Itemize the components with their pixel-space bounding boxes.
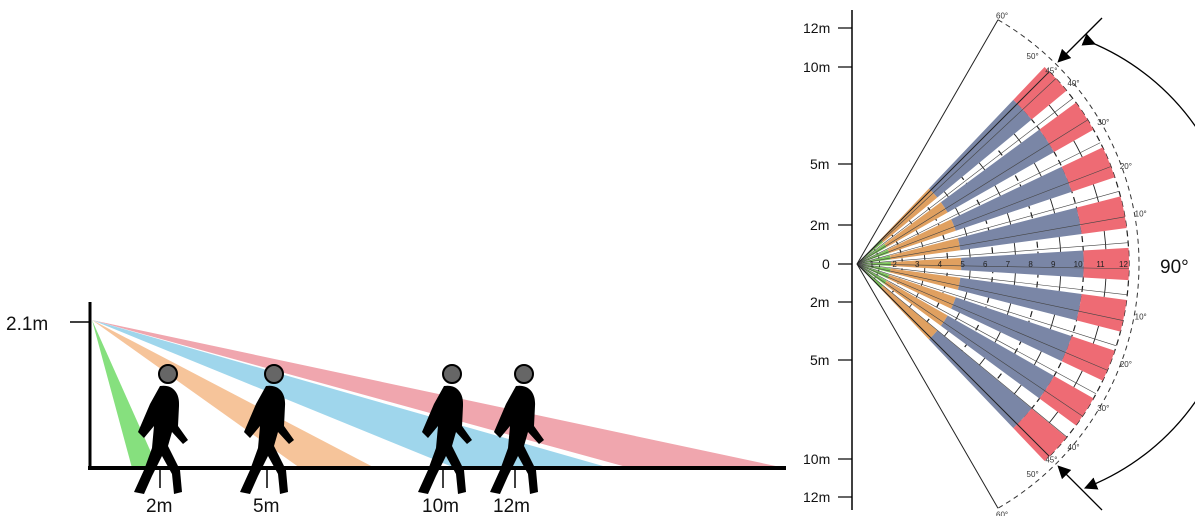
fan-ray	[856, 263, 1124, 321]
beam-near-zone	[860, 243, 887, 262]
beam-edge-zone	[1076, 196, 1127, 235]
beam-mid-zone	[889, 268, 961, 290]
fan-boundary-ray	[856, 19, 999, 265]
angle-label-lower: 45°	[1045, 455, 1057, 464]
beam-far-zone	[951, 297, 1072, 362]
boundary-arrow-top	[1057, 17, 1103, 63]
ring-label: 3	[915, 260, 920, 269]
side-view: 2.1m 2m 5m 10m 12m	[6, 302, 786, 516]
beam-red	[92, 320, 785, 468]
beam-far-zone	[957, 277, 1082, 321]
ring-label: 9	[1051, 260, 1056, 269]
fan-ray	[856, 98, 1073, 265]
fan-ray	[856, 119, 1088, 265]
beam-far-zone	[928, 330, 1032, 429]
ring-label: 12	[1119, 260, 1128, 269]
beam-far-zone	[957, 207, 1082, 251]
fan-ray	[856, 216, 1125, 265]
angle-label-lower: 60°	[996, 511, 1008, 516]
ring-label: 10	[1074, 260, 1083, 269]
walker-2m-icon	[133, 364, 189, 495]
beam-mid-zone	[889, 238, 961, 260]
coverage-arc	[1081, 33, 1195, 490]
y-label-5m-top: 5m	[810, 156, 829, 172]
fan-ray	[856, 263, 1083, 417]
y-axis-ticks	[838, 27, 852, 498]
angle-label-upper: 10°	[1135, 209, 1147, 218]
angle-label-upper: 50°	[1027, 52, 1039, 61]
boundary-arrow-bottom	[1057, 465, 1103, 511]
fan-ray	[856, 263, 1108, 371]
angle-label-lower: 20°	[1120, 360, 1132, 369]
angle-label-upper: 45°	[1045, 67, 1057, 76]
beam-far-zone	[940, 129, 1055, 213]
height-label: 2.1m	[6, 314, 48, 335]
beam-mid-zone	[880, 285, 938, 340]
angle-label-lower: 40°	[1067, 443, 1079, 452]
fan-rays	[856, 19, 1129, 509]
y-label-2m-top: 2m	[810, 217, 829, 233]
ring-label: 4	[938, 260, 943, 269]
y-axis-labels: 12m 10m 5m 2m 0 2m 5m 10m 12m	[803, 20, 830, 505]
fan-ray	[856, 263, 1097, 395]
y-label-10m-top: 10m	[803, 59, 830, 75]
y-label-0: 0	[822, 256, 830, 272]
y-label-2m-bottom: 2m	[810, 294, 829, 310]
ring-label: 1	[870, 260, 875, 269]
beam-edge-zone	[1061, 147, 1115, 192]
fan-boundary-ray	[856, 263, 1050, 457]
angle-label-upper: 60°	[996, 11, 1008, 20]
angle-label-upper: 40°	[1067, 79, 1079, 88]
fan-boundary-ray	[856, 263, 999, 509]
fan-ray	[856, 78, 1057, 265]
angle-label-upper: 20°	[1120, 162, 1132, 171]
y-label-12m-bottom: 12m	[803, 489, 830, 505]
beam-orange	[92, 320, 375, 468]
y-label-12m-top: 12m	[803, 20, 830, 36]
fan-ray	[856, 166, 1112, 265]
y-label-5m-bottom: 5m	[810, 352, 829, 368]
beam-near-zone	[861, 249, 890, 263]
walker-10m-icon	[417, 364, 473, 495]
distance-label-10m: 10m	[422, 496, 459, 516]
beam-edge-zone	[1039, 102, 1094, 153]
fan-ray	[856, 142, 1101, 265]
beam-edge-zone	[1076, 293, 1127, 332]
ring-label: 7	[1006, 260, 1011, 269]
fan-ring-labels: 1 2 3 4 5 6 7 8 9 10 11 12	[870, 260, 1129, 269]
fan-ray	[856, 263, 1117, 347]
fan-ray	[856, 263, 1068, 438]
ring-label: 8	[1028, 260, 1033, 269]
angle-label-lower: 50°	[1027, 470, 1039, 479]
beam-blue	[92, 320, 610, 468]
angle-label-lower: 30°	[1097, 404, 1109, 413]
fan-ray	[856, 191, 1120, 265]
beam-mid-zone	[890, 257, 962, 271]
fan-boundary-ray	[856, 71, 1050, 265]
beam-far-zone	[961, 250, 1084, 278]
beam-mid-zone	[884, 202, 948, 248]
distance-label-5m: 5m	[253, 496, 279, 516]
beam-mid-zone	[887, 219, 956, 254]
walker-12m-icon	[489, 364, 545, 495]
fan-angle-labels: 60° 50° 45° 40° 30° 20° 10° 10° 20° 30° 40° 45° 50° 6…	[996, 11, 1147, 516]
angle-label-upper: 30°	[1097, 118, 1109, 127]
angle-label-lower: 10°	[1135, 313, 1147, 322]
y-label-10m-bottom: 10m	[803, 451, 830, 467]
beam-edge-zone	[1013, 408, 1067, 461]
distance-label-12m: 12m	[493, 496, 530, 516]
ring-label: 2	[892, 260, 897, 269]
beam-near-zone	[861, 255, 891, 264]
ring-label: 11	[1096, 260, 1105, 269]
coverage-angle-label: 90°	[1160, 257, 1189, 278]
ring-label: 5	[960, 260, 965, 269]
ring-label: 6	[983, 260, 988, 269]
distance-label-2m: 2m	[146, 496, 172, 516]
beam-near-zone	[861, 261, 891, 267]
beam-edge-zone	[1039, 375, 1094, 426]
beam-far-zone	[951, 166, 1072, 231]
